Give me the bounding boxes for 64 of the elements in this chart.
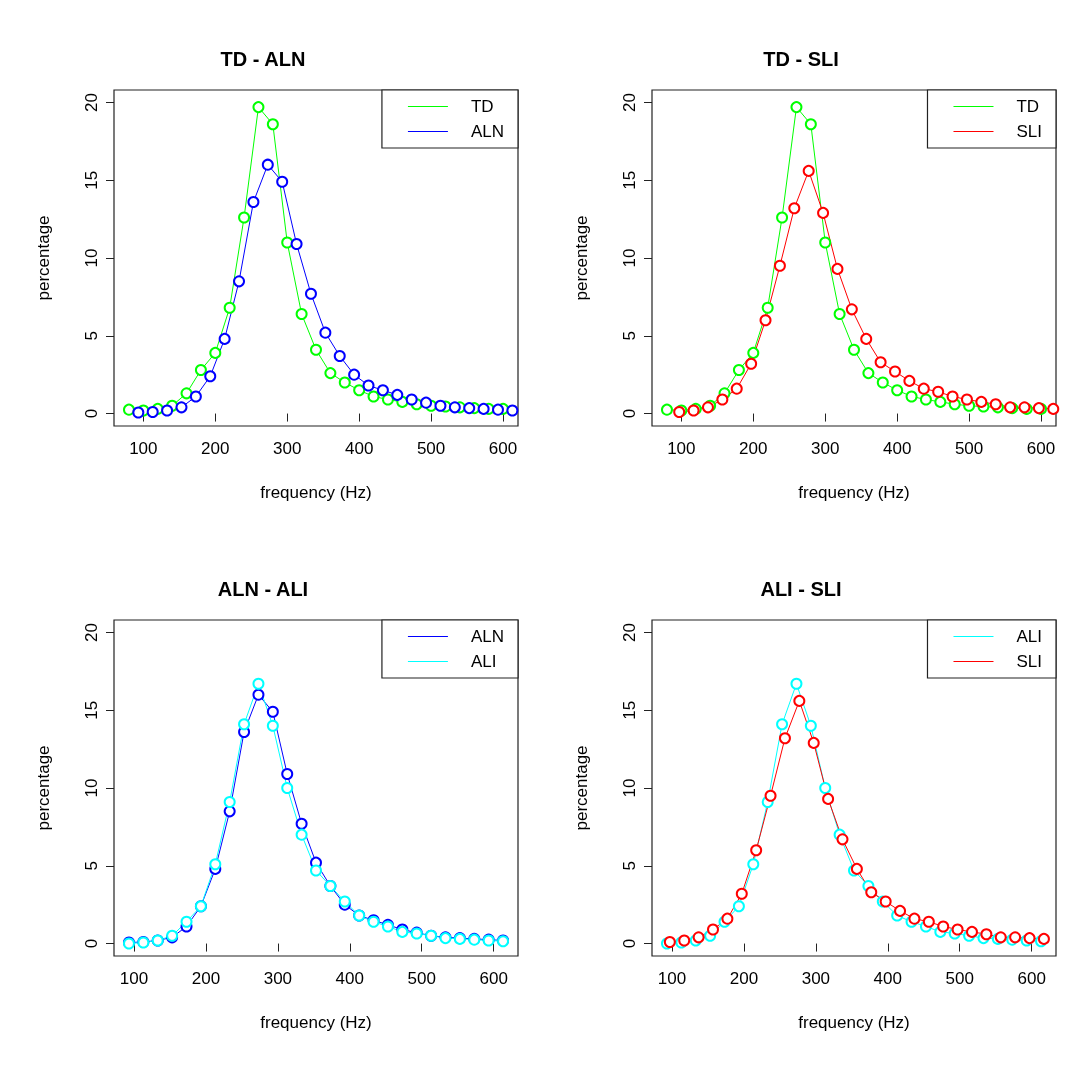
x-tick-label: 400: [882, 439, 912, 458]
y-tick-label: 15: [82, 700, 101, 720]
y-tick-label: 0: [620, 408, 639, 419]
legend-label: ALN: [470, 627, 505, 646]
chart-title: TD - ALN: [220, 48, 306, 70]
y-axis-title: percentage: [34, 745, 53, 831]
x-tick-label: 200: [729, 969, 759, 988]
y-tick-label: 0: [82, 938, 101, 949]
y-axis-title: percentage: [34, 215, 53, 301]
x-tick-label: 300: [273, 439, 302, 458]
legend-label: TD: [1016, 97, 1040, 116]
x-tick-label: 300: [263, 969, 293, 988]
x-tick-label: 500: [954, 439, 984, 458]
y-tick-label: 5: [620, 331, 639, 341]
y-tick-label: 10: [82, 778, 101, 798]
y-tick-label: 15: [620, 700, 639, 720]
y-tick-label: 20: [82, 92, 101, 112]
x-tick-label: 600: [1026, 439, 1056, 458]
x-axis-title: frequency (Hz): [260, 1013, 372, 1032]
y-tick-label: 10: [620, 248, 639, 268]
legend-label: TD: [470, 97, 494, 116]
x-tick-label: 600: [488, 439, 518, 458]
y-tick-label: 5: [82, 861, 101, 871]
y-tick-label: 5: [620, 861, 639, 871]
x-axis-title: frequency (Hz): [798, 1013, 910, 1032]
x-tick-label: 600: [1017, 969, 1046, 988]
y-tick-label: 15: [620, 170, 639, 190]
y-tick-label: 10: [620, 778, 639, 798]
x-tick-label: 100: [657, 969, 687, 988]
x-tick-label: 100: [119, 969, 149, 988]
x-tick-label: 100: [129, 439, 158, 458]
x-tick-label: 400: [344, 439, 374, 458]
y-tick-label: 20: [620, 92, 639, 112]
x-tick-label: 500: [416, 439, 446, 458]
x-tick-label: 200: [191, 969, 221, 988]
x-axis-title: frequency (Hz): [260, 483, 372, 502]
x-tick-label: 600: [479, 969, 508, 988]
y-tick-label: 5: [82, 331, 101, 341]
y-tick-label: 0: [620, 938, 639, 949]
x-tick-label: 200: [201, 439, 230, 458]
chart-title: ALN - ALI: [217, 578, 309, 600]
legend-label: ALI: [1016, 627, 1043, 646]
y-tick-label: 20: [82, 622, 101, 642]
y-axis-title: percentage: [572, 745, 591, 831]
y-tick-label: 0: [82, 408, 101, 419]
x-tick-label: 500: [407, 969, 436, 988]
chart-title: ALI - SLI: [760, 578, 842, 600]
y-axis-title: percentage: [572, 215, 591, 301]
x-tick-label: 500: [945, 969, 974, 988]
x-axis-title: frequency (Hz): [798, 483, 910, 502]
legend-label: ALI: [470, 652, 497, 671]
x-tick-label: 400: [335, 969, 364, 988]
y-tick-label: 10: [82, 248, 101, 268]
x-tick-label: 300: [811, 439, 840, 458]
x-tick-label: 200: [739, 439, 768, 458]
y-tick-label: 15: [82, 170, 101, 190]
legend-label: SLI: [1016, 652, 1043, 671]
y-tick-label: 20: [620, 622, 639, 642]
x-tick-label: 400: [873, 969, 902, 988]
legend-label: SLI: [1016, 122, 1043, 141]
x-tick-label: 100: [667, 439, 696, 458]
x-tick-label: 300: [801, 969, 831, 988]
chart-title: TD - SLI: [763, 48, 839, 70]
legend-label: ALN: [470, 122, 505, 141]
